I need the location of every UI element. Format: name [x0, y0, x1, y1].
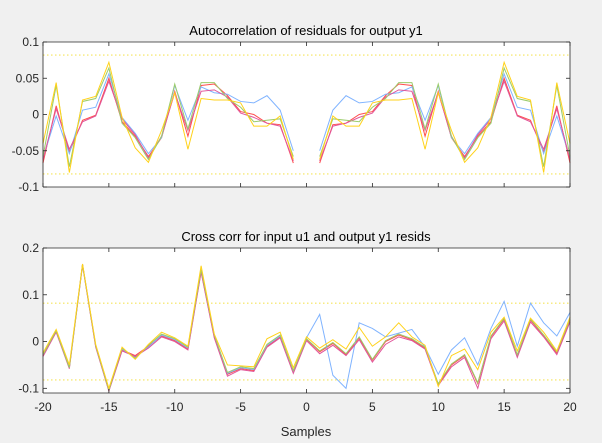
crosscorr-y-tick-label: 0.2 — [22, 241, 39, 255]
autocorr-y-tick-label: 0 — [32, 108, 39, 122]
autocorr-series-3-line — [42, 79, 571, 162]
crosscorr-x-tick-label: 15 — [497, 400, 511, 414]
crosscorr-x-tick-label: -20 — [34, 400, 52, 414]
crosscorr-x-tick-label: -15 — [100, 400, 118, 414]
autocorrelation-plot: Autocorrelation of residuals for output … — [12, 23, 571, 194]
crosscorr-y-tick-label: 0.1 — [22, 288, 39, 302]
crosscorr-x-tick-label: -5 — [235, 400, 246, 414]
crosscorr-x-tick-label: 10 — [432, 400, 446, 414]
cross-correlation-plot: Cross corr for input u1 and output y1 re… — [18, 229, 577, 439]
crosscorr-y-tick-label: -0.1 — [18, 381, 39, 395]
crosscorr-series-5-line — [42, 263, 571, 391]
crosscorr-axes-area — [43, 248, 570, 393]
autocorr-axes-area — [43, 42, 570, 187]
crosscorr-x-tick-label: 20 — [563, 400, 577, 414]
autocorr-series-5-line — [42, 60, 571, 173]
autocorr-y-tick-label: 0.05 — [16, 71, 40, 85]
crosscorr-x-tick-label: -10 — [166, 400, 184, 414]
autocorr-y-tick-label: -0.05 — [12, 144, 40, 158]
autocorrelation-title: Autocorrelation of residuals for output … — [189, 23, 422, 38]
crosscorr-y-tick-label: 0 — [32, 335, 39, 349]
crosscorr-x-tick-label: 0 — [303, 400, 310, 414]
autocorr-y-tick-label: 0.1 — [22, 35, 39, 49]
crosscorr-x-tick-label: 5 — [369, 400, 376, 414]
autocorr-y-tick-label: -0.1 — [18, 180, 39, 194]
x-axis-label: Samples — [281, 424, 332, 439]
cross-correlation-title: Cross corr for input u1 and output y1 re… — [181, 229, 431, 244]
